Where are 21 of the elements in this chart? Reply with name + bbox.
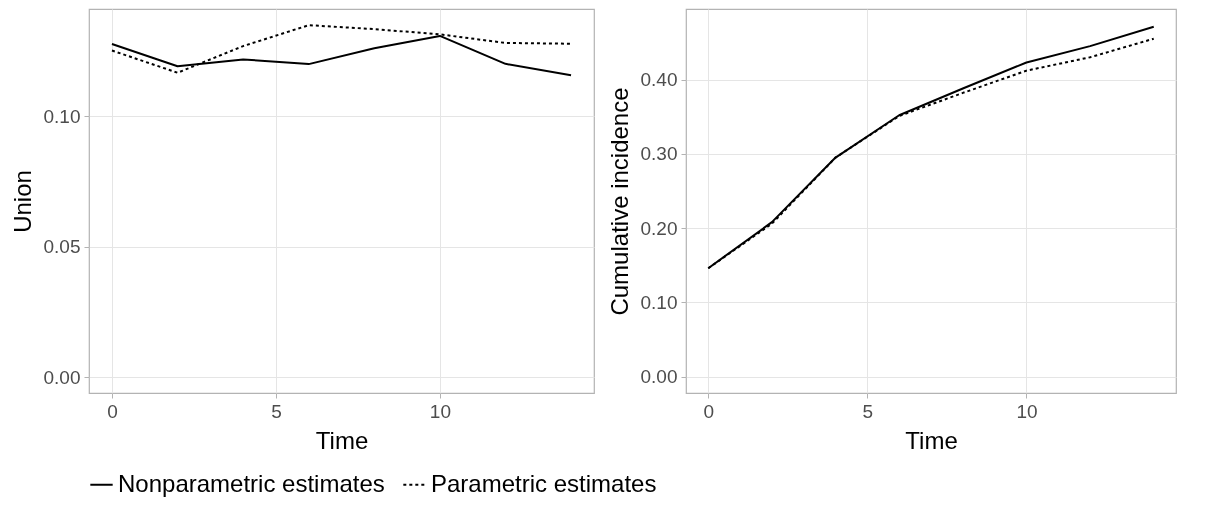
- x-tick-label: 5: [271, 400, 282, 422]
- y-tick-label: 0.30: [640, 143, 678, 165]
- x-axis-title: Time: [315, 426, 369, 454]
- x-tick-label: 0: [703, 400, 715, 422]
- y-tick-label: 0.00: [43, 366, 81, 388]
- x-axis-title: Time: [905, 426, 958, 454]
- y-tick-label: 0.40: [640, 69, 678, 91]
- y-axis-title: Union: [8, 170, 36, 233]
- x-tick-label: 10: [429, 400, 451, 422]
- legend-label: Nonparametric estimates: [118, 469, 385, 497]
- legend-label: Parametric estimates: [431, 469, 657, 497]
- line-series: [110, 24, 573, 74]
- y-tick-label: 0.20: [640, 217, 678, 239]
- y-axis-title: Cumulative incidence: [605, 87, 633, 316]
- x-tick-label: 0: [107, 400, 118, 422]
- y-tick-label: 0.10: [640, 291, 678, 313]
- y-tick-label: 0.00: [640, 366, 678, 388]
- y-tick-label: 0.05: [43, 236, 81, 258]
- x-tick-label: 5: [862, 400, 874, 422]
- x-tick-label: 10: [1016, 400, 1038, 422]
- y-tick-label: 0.10: [43, 105, 81, 127]
